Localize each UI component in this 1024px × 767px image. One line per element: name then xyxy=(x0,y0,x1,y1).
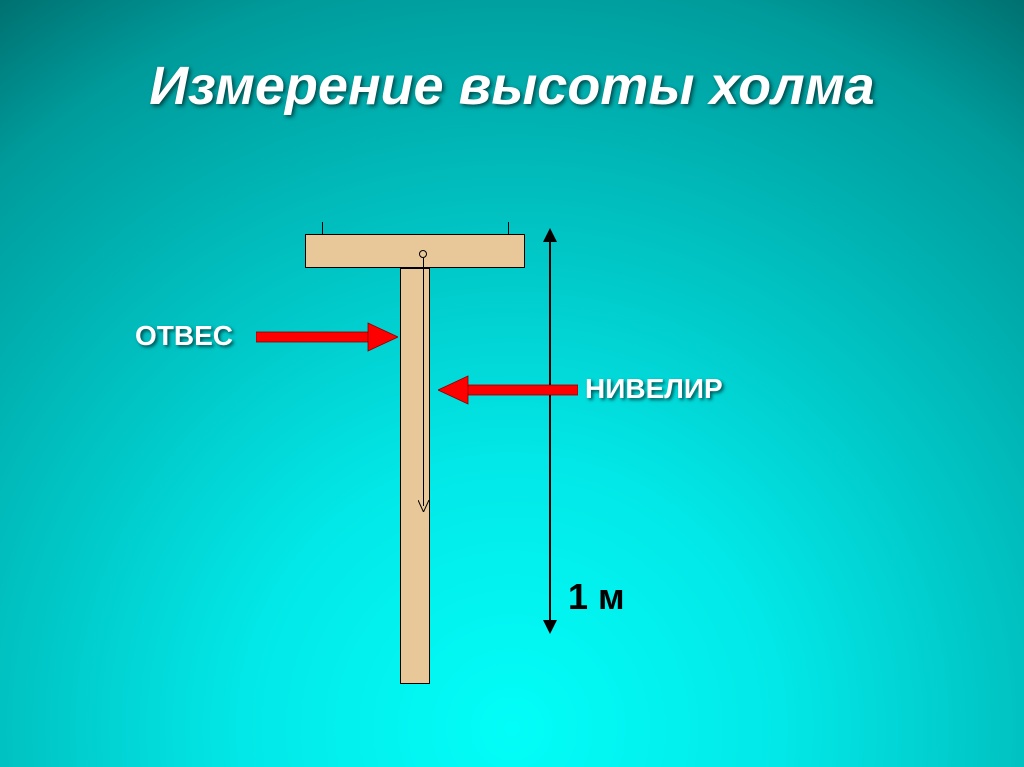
plumb-arrowhead-icon xyxy=(418,500,429,512)
pivot-icon xyxy=(419,250,427,258)
height-dimension-line xyxy=(543,228,557,634)
plumb-label: ОТВЕС xyxy=(135,320,233,352)
vertical-bar xyxy=(400,268,430,684)
diagram-container: ОТВЕС НИВЕЛИР 1 м xyxy=(0,0,1024,767)
crossbar xyxy=(305,234,525,268)
arrow-level xyxy=(438,375,578,405)
sight-tick-left xyxy=(322,222,323,234)
arrow-plumb xyxy=(256,322,398,352)
plumb-line xyxy=(423,258,424,506)
height-label: 1 м xyxy=(568,576,625,618)
level-label: НИВЕЛИР xyxy=(585,373,723,405)
sight-tick-right xyxy=(508,222,509,234)
